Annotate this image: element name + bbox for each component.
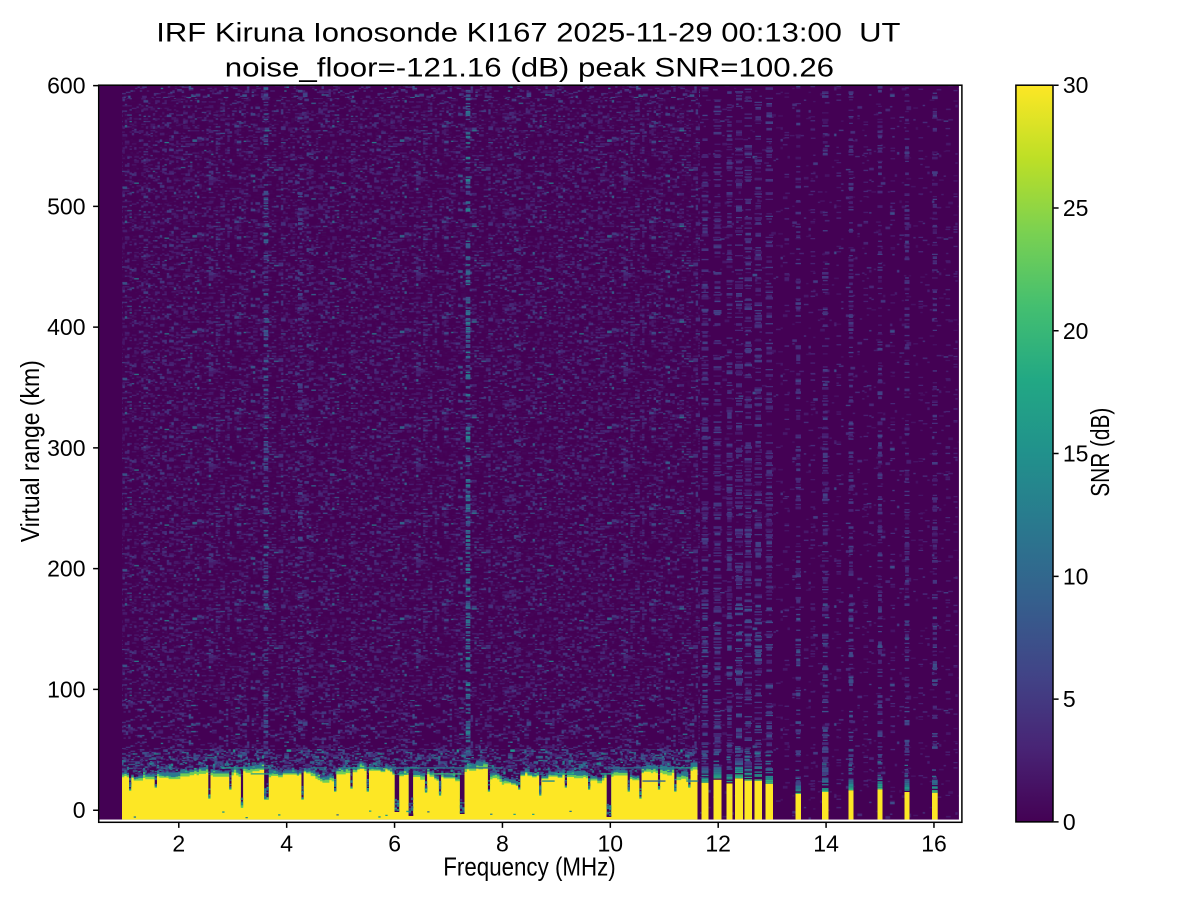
svg-text:0: 0 — [73, 797, 86, 823]
svg-text:300: 300 — [47, 435, 85, 461]
svg-text:12: 12 — [705, 831, 731, 857]
svg-text:noise_floor=-121.16 (dB) peak: noise_floor=-121.16 (dB) peak SNR=100.26 — [225, 52, 834, 82]
svg-text:100: 100 — [47, 676, 85, 702]
svg-text:8: 8 — [496, 831, 509, 857]
svg-text:SNR (dB): SNR (dB) — [1085, 408, 1115, 497]
svg-text:500: 500 — [47, 193, 85, 219]
svg-text:Frequency (MHz): Frequency (MHz) — [443, 851, 615, 881]
svg-text:Virtual range (km): Virtual range (km) — [15, 360, 45, 542]
svg-text:0: 0 — [1063, 809, 1076, 835]
svg-text:400: 400 — [47, 314, 85, 340]
svg-text:10: 10 — [1063, 563, 1089, 589]
svg-text:5: 5 — [1063, 686, 1076, 712]
svg-text:15: 15 — [1063, 441, 1089, 467]
svg-text:2: 2 — [172, 831, 185, 857]
svg-text:10: 10 — [598, 831, 624, 857]
svg-text:600: 600 — [47, 73, 85, 99]
svg-text:20: 20 — [1063, 318, 1089, 344]
svg-text:4: 4 — [280, 831, 293, 857]
svg-text:16: 16 — [921, 831, 947, 857]
svg-text:IRF Kiruna Ionosonde KI167 202: IRF Kiruna Ionosonde KI167 2025-11-29 00… — [156, 18, 900, 48]
svg-text:6: 6 — [388, 831, 401, 857]
svg-text:200: 200 — [47, 556, 85, 582]
svg-text:14: 14 — [813, 831, 839, 857]
svg-text:30: 30 — [1063, 72, 1089, 98]
svg-text:25: 25 — [1063, 195, 1089, 221]
